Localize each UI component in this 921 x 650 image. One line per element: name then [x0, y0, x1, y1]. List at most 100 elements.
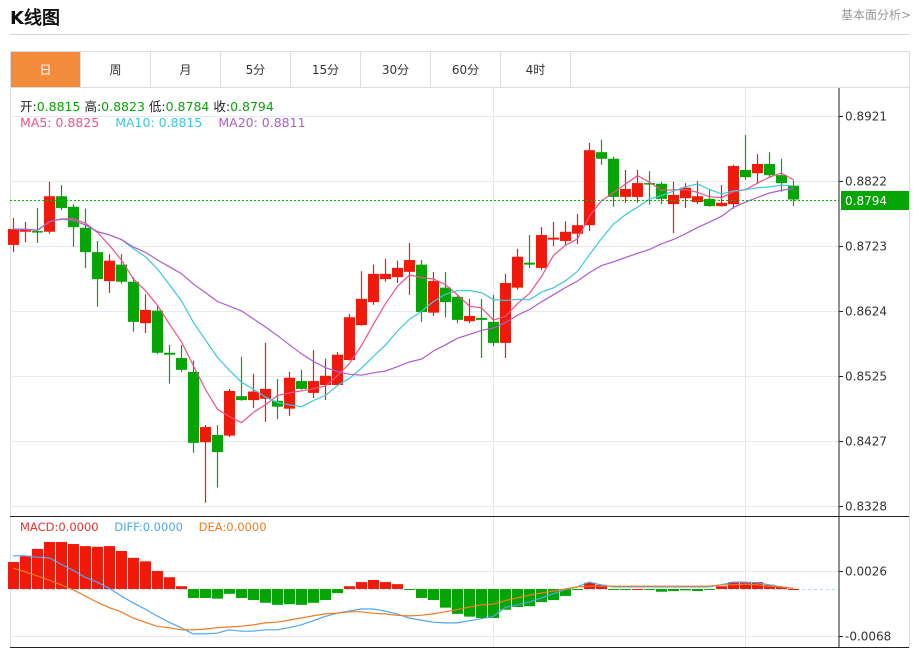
- candle-body: [500, 283, 511, 343]
- macd-bar: [392, 584, 403, 589]
- candle-body: [572, 225, 583, 234]
- macd-bar: [224, 588, 235, 594]
- candle-body: [332, 354, 343, 385]
- macd-bar: [632, 588, 643, 590]
- candle-up: [584, 142, 595, 232]
- candle-body: [176, 358, 187, 370]
- macd-bar: [776, 586, 787, 589]
- candle-body: [128, 281, 139, 322]
- candle-up: [572, 213, 583, 245]
- candle-body: [380, 273, 391, 280]
- macd-bar: [116, 550, 127, 589]
- tab-day[interactable]: 日: [11, 52, 81, 87]
- candle-body: [68, 206, 79, 228]
- tab-month[interactable]: 月: [151, 52, 221, 87]
- candle-body: [584, 150, 595, 226]
- candle-down: [116, 254, 127, 284]
- ma5-value: MA5: 0.8825: [20, 115, 100, 130]
- candle-body: [416, 264, 427, 312]
- macd-bar: [92, 546, 103, 589]
- candle-up: [548, 221, 559, 247]
- macd-bar: [752, 582, 763, 589]
- candle-body: [296, 381, 307, 389]
- candle-body: [512, 256, 523, 288]
- open-label: 开:: [20, 99, 37, 114]
- candle-up: [464, 298, 475, 324]
- candle-up: [248, 373, 259, 409]
- candle-body: [200, 427, 211, 443]
- price-tick-label: 0.8525: [845, 370, 887, 384]
- macd-bar: [668, 588, 679, 592]
- candle-down: [272, 379, 283, 420]
- candle-down: [704, 189, 715, 207]
- macd-bar: [608, 588, 619, 590]
- price-tick-label: 0.8624: [845, 305, 887, 319]
- candle-body: [8, 229, 19, 245]
- macd-bar: [80, 546, 91, 589]
- price-tick-label: 0.8723: [845, 240, 887, 254]
- candle-down: [524, 235, 535, 268]
- candle-up: [368, 264, 379, 305]
- dea-line: [12, 567, 794, 631]
- candle-body: [224, 390, 235, 436]
- candle-up: [44, 181, 55, 234]
- candle-body: [644, 183, 655, 185]
- candle-up: [752, 154, 763, 184]
- candle-body: [728, 165, 739, 205]
- tab-15min[interactable]: 15分: [291, 52, 361, 87]
- candle-body: [260, 388, 271, 399]
- tab-5min[interactable]: 5分: [221, 52, 291, 87]
- fundamental-analysis-link[interactable]: 基本面分析>: [840, 8, 911, 22]
- tab-week[interactable]: 周: [81, 52, 151, 87]
- low-value: 0.8784: [165, 99, 210, 114]
- last-price-label: 0.8794: [845, 194, 887, 208]
- candle-down: [296, 369, 307, 390]
- candle-down: [212, 425, 223, 488]
- candle-body: [140, 310, 151, 324]
- header-divider: [10, 34, 909, 35]
- ma10-line: [13, 183, 794, 408]
- macd-bar: [620, 588, 631, 590]
- macd-bar: [248, 588, 259, 601]
- candle-down: [596, 139, 607, 165]
- candle-body: [716, 202, 727, 207]
- open-value: 0.8815: [36, 99, 81, 114]
- macd-bar: [728, 582, 739, 589]
- candle-body: [248, 391, 259, 401]
- tab-30min[interactable]: 30分: [361, 52, 431, 87]
- candle-body: [320, 375, 331, 385]
- macd-bar: [236, 588, 247, 598]
- candle-up: [716, 185, 727, 207]
- candle-down: [476, 298, 487, 359]
- macd-bar: [644, 588, 655, 590]
- candle-up: [344, 313, 355, 361]
- candle-down: [764, 152, 775, 178]
- macd-bar: [272, 588, 283, 605]
- macd-tick-label: -0.0068: [845, 630, 891, 644]
- ma20-value: MA20: 0.8811: [218, 115, 306, 130]
- macd-bar: [152, 571, 163, 589]
- candle-up: [200, 425, 211, 503]
- macd-bar: [56, 541, 67, 589]
- tab-4hour[interactable]: 4时: [501, 52, 571, 87]
- candle-body: [560, 231, 571, 241]
- candle-body: [92, 252, 103, 280]
- macd-bar: [440, 588, 451, 608]
- candle-body: [392, 267, 403, 278]
- macd-bar: [692, 588, 703, 592]
- candle-up: [356, 271, 367, 326]
- candle-up: [620, 169, 631, 203]
- candle-up: [512, 248, 523, 290]
- candle-body: [188, 371, 199, 443]
- macd-bar: [212, 588, 223, 599]
- macd-bar: [308, 588, 319, 603]
- candle-body: [608, 158, 619, 197]
- candle-body: [308, 381, 319, 393]
- ma-legend: MA5: 0.8825 MA10: 0.8815 MA20: 0.8811: [20, 115, 306, 130]
- macd-bar: [536, 588, 547, 603]
- tab-60min[interactable]: 60分: [431, 52, 501, 87]
- candle-down: [776, 158, 787, 192]
- candle-down: [164, 344, 175, 384]
- macd-bar: [680, 588, 691, 591]
- candle-body: [464, 315, 475, 322]
